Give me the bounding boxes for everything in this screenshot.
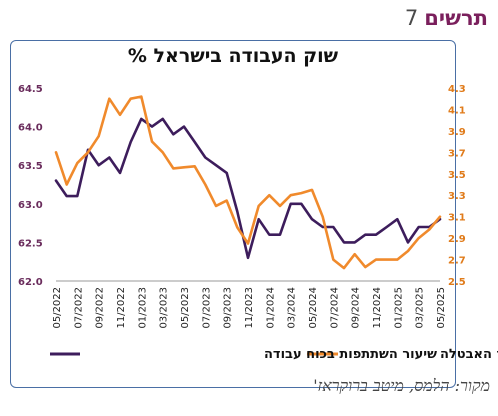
y-right-tick-label-2: 2.9 bbox=[448, 234, 466, 245]
x-tick-label-15: 11/2024 bbox=[372, 287, 383, 329]
x-tick-label-13: 07/2024 bbox=[329, 287, 340, 329]
y-right-tick-label-3: 3.1 bbox=[448, 213, 466, 224]
x-tick-label-3: 11/2022 bbox=[116, 287, 127, 329]
x-tick-label-16: 01/2025 bbox=[393, 287, 404, 329]
x-tick-label-14: 09/2024 bbox=[351, 287, 362, 329]
y-left-tick-label-4: 64.0 bbox=[18, 123, 43, 134]
x-tick-label-6: 05/2023 bbox=[180, 287, 191, 329]
y-right-tick-label-1: 2.7 bbox=[448, 256, 466, 267]
chart-frame: שוק העבודה בישראל % bbox=[10, 40, 456, 388]
x-tick-label-11: 03/2024 bbox=[287, 287, 298, 329]
y-left-tick-label-2: 63.0 bbox=[18, 200, 43, 211]
x-tick-label-17: 03/2025 bbox=[415, 287, 426, 329]
x-tick-label-2: 09/2022 bbox=[95, 287, 106, 329]
y-left-tick-label-5: 64.5 bbox=[18, 84, 43, 95]
y-right-tick-label-5: 3.5 bbox=[448, 170, 466, 181]
y-right-tick-label-0: 2.5 bbox=[448, 277, 466, 288]
x-tick-label-8: 09/2023 bbox=[223, 287, 234, 329]
y-right-tick-label-7: 3.9 bbox=[448, 127, 466, 138]
y-right-tick-label-6: 3.7 bbox=[448, 148, 466, 159]
source-note: מקור: הלמס, מיטב ברוקראז' bbox=[313, 376, 490, 395]
series-line-unemployment bbox=[54, 95, 442, 270]
legend-label-0: שיעור האבטלה bbox=[440, 347, 498, 362]
x-tick-label-4: 01/2023 bbox=[137, 287, 148, 329]
x-tick-label-7: 07/2023 bbox=[201, 287, 212, 329]
legend-label-1: שיעור השתתפות בכוח עבודה bbox=[264, 347, 437, 362]
y-right-tick-label-9: 4.3 bbox=[448, 84, 466, 95]
x-tick-label-1: 07/2022 bbox=[73, 287, 84, 329]
y-right-tick-label-8: 4.1 bbox=[448, 105, 466, 116]
x-tick-label-5: 03/2023 bbox=[159, 287, 170, 329]
chart-title: שוק העבודה בישראל % bbox=[127, 45, 339, 67]
y-left-tick-label-3: 63.5 bbox=[18, 161, 43, 172]
x-tick-label-0: 05/2022 bbox=[52, 287, 63, 329]
y-left-tick-label-0: 62.0 bbox=[18, 277, 43, 288]
series-line-participation bbox=[54, 117, 442, 260]
figure-word: תרשים bbox=[424, 6, 488, 30]
x-tick-label-9: 11/2023 bbox=[244, 287, 255, 329]
x-tick-label-10: 01/2024 bbox=[265, 287, 276, 329]
x-tick-label-18: 05/2025 bbox=[436, 287, 447, 329]
x-tick-label-12: 05/2024 bbox=[308, 287, 319, 329]
figure-number: 7 bbox=[404, 6, 419, 30]
y-right-tick-label-4: 3.3 bbox=[448, 191, 466, 202]
figure-heading: תרשים7 bbox=[405, 6, 488, 30]
y-left-tick-label-1: 62.5 bbox=[18, 238, 43, 249]
